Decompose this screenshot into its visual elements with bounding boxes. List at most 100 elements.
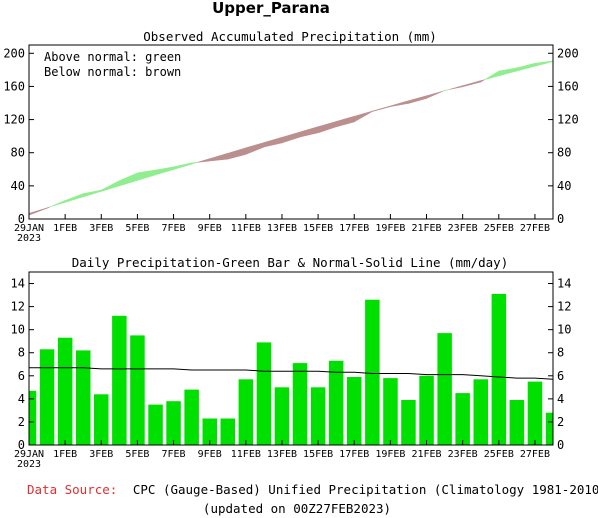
daily-bar	[383, 378, 398, 445]
daily-bar	[545, 412, 553, 445]
above-normal-area	[119, 172, 138, 187]
daily-bar	[292, 363, 308, 445]
y-tick-label-right: 10	[557, 323, 571, 337]
y-tick-label-left: 12	[11, 300, 25, 314]
y-tick-label-left: 120	[3, 113, 25, 127]
x-tick-label: 23FEB	[448, 449, 478, 460]
daily-chart: Daily Precipitation-Green Bar & Normal-S…	[11, 255, 572, 470]
above-normal-area	[191, 162, 198, 165]
x-tick-label: 13FEB	[267, 223, 297, 234]
daily-bar	[238, 379, 254, 445]
x-tick-label: 21FEB	[411, 223, 441, 234]
daily-bar	[347, 377, 362, 445]
x-tick-label: 1FEB	[53, 223, 77, 234]
daily-bar	[29, 390, 37, 445]
x-tick-label: 19FEB	[375, 449, 405, 460]
above-normal-area	[64, 193, 84, 203]
below-normal-area	[408, 95, 427, 104]
daily-bar	[365, 299, 380, 445]
x-tick-label: 1FEB	[53, 449, 77, 460]
daily-bar	[419, 375, 434, 445]
x-tick-label: 25FEB	[484, 223, 514, 234]
y-tick-label-right: 4	[557, 392, 564, 406]
below-normal-area	[245, 142, 265, 155]
daily-x-axis: 29JAN 2023 1FEB 3FEB 5FEB 7FEB 9FEB 11FEB 13FEB 1…	[14, 440, 550, 470]
data-source-line: Data Source: CPC (Gauge-Based) Unified P…	[27, 482, 598, 497]
daily-bar	[148, 404, 163, 445]
x-tick-label: 17FEB	[339, 449, 369, 460]
daily-bar	[437, 333, 452, 445]
below-normal-area	[335, 115, 355, 128]
daily-plot-frame	[28, 271, 554, 446]
y-tick-label-right: 200	[557, 46, 579, 60]
x-tick-label: 23FEB	[448, 223, 478, 234]
x-tick-label: 7FEB	[162, 449, 186, 460]
y-tick-label-right: 160	[557, 79, 579, 93]
below-normal-area	[197, 158, 210, 163]
daily-normal-line	[29, 367, 554, 380]
y-tick-label-left: 40	[11, 179, 25, 193]
accumulated-chart: Observed Accumulated Precipitation (mm) …	[3, 29, 578, 244]
daily-bar	[310, 387, 326, 445]
y-tick-label-right: 0	[557, 212, 564, 226]
updated-note: (updated on 00Z27FEB2023)	[203, 501, 391, 516]
legend-below-normal: Below normal: brown	[44, 65, 181, 79]
daily-bar	[220, 418, 235, 445]
x-tick-label: 9FEB	[198, 223, 222, 234]
data-source-text: CPC (Gauge-Based) Unified Precipitation …	[133, 482, 598, 497]
daily-bar	[184, 389, 199, 445]
daily-bar	[401, 400, 416, 445]
x-tick-label: 13FEB	[267, 449, 297, 460]
above-normal-area	[516, 62, 536, 72]
above-normal-area	[49, 200, 66, 208]
accumulated-band	[28, 60, 554, 216]
y-tick-label-left: 80	[11, 146, 25, 160]
accumulated-chart-title: Observed Accumulated Precipitation (mm)	[143, 29, 437, 44]
above-normal-area	[101, 180, 120, 192]
above-normal-area	[444, 89, 450, 92]
y-tick-label-right: 80	[557, 146, 571, 160]
x-tick-label: 21FEB	[411, 449, 441, 460]
above-normal-area	[534, 60, 554, 67]
legend-above-normal: Above normal: green	[44, 50, 181, 64]
below-normal-area	[449, 85, 464, 90]
x-tick-label: 5FEB	[125, 449, 149, 460]
below-normal-area	[371, 105, 391, 112]
below-normal-area	[426, 91, 443, 99]
daily-bar	[112, 315, 127, 445]
x-tick-label: 17FEB	[339, 223, 369, 234]
below-normal-area	[227, 147, 247, 160]
data-source-label: Data Source:	[27, 482, 117, 497]
y-tick-label-left: 200	[3, 46, 25, 60]
x-tick-label: 29JAN 2023	[14, 449, 44, 470]
y-tick-label-right: 120	[557, 113, 579, 127]
daily-bar	[94, 394, 109, 445]
above-normal-area	[137, 169, 156, 181]
daily-bar	[39, 349, 55, 445]
daily-y-axis: 0 0 2 2 4 4 6 6 8 8 10 10 12 12 14 14	[11, 277, 572, 452]
daily-bar	[509, 400, 525, 445]
daily-bar	[166, 401, 181, 445]
page-title: Upper_Parana	[212, 0, 330, 17]
x-tick-label: 3FEB	[89, 223, 113, 234]
footer: Data Source: CPC (Gauge-Based) Unified P…	[27, 482, 598, 516]
below-normal-area	[28, 207, 48, 216]
below-normal-area	[46, 206, 50, 209]
daily-chart-title: Daily Precipitation-Green Bar & Normal-S…	[72, 255, 509, 270]
y-tick-label-left: 10	[11, 323, 25, 337]
daily-bars	[29, 293, 553, 445]
y-tick-label-left: 0	[18, 212, 25, 226]
below-normal-area	[317, 121, 337, 134]
accumulated-y-axis: 0 0 40 40 80 80 120 120 160 160 200 200	[3, 46, 578, 226]
above-normal-area	[155, 166, 174, 176]
y-tick-label-right: 40	[557, 179, 571, 193]
x-tick-label: 5FEB	[125, 223, 149, 234]
daily-bar	[455, 393, 470, 445]
below-normal-area	[299, 126, 319, 138]
y-tick-label-right: 8	[557, 346, 564, 360]
below-normal-area	[462, 80, 482, 88]
accumulated-x-axis: 29JAN 2023 1FEB 3FEB 5FEB 7FEB 9FEB 11FEB 13FEB 1…	[14, 214, 550, 244]
daily-bar	[473, 379, 488, 445]
above-normal-area	[82, 189, 102, 198]
